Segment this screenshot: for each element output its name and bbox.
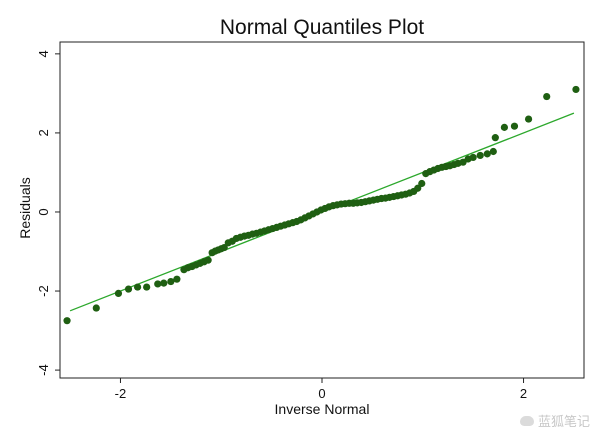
data-point bbox=[510, 122, 519, 130]
data-point bbox=[114, 289, 123, 298]
x-tick-label: 0 bbox=[318, 386, 325, 401]
data-point bbox=[124, 285, 133, 293]
data-points bbox=[63, 85, 580, 325]
data-point bbox=[418, 179, 426, 188]
y-tick-label: -2 bbox=[36, 285, 51, 297]
data-point bbox=[489, 147, 497, 156]
data-point bbox=[173, 275, 181, 283]
y-tick-label: 2 bbox=[36, 129, 51, 136]
data-point bbox=[160, 279, 168, 287]
x-tick-label: -2 bbox=[115, 386, 127, 401]
data-point bbox=[491, 134, 499, 142]
data-point bbox=[143, 283, 151, 291]
data-point bbox=[414, 184, 422, 192]
data-point bbox=[476, 151, 484, 160]
data-point bbox=[63, 317, 71, 325]
data-point bbox=[220, 243, 228, 252]
y-tick-label: 0 bbox=[36, 208, 51, 215]
data-point bbox=[92, 304, 100, 312]
y-tick-label: -4 bbox=[36, 364, 51, 376]
data-point bbox=[483, 150, 491, 158]
data-point bbox=[543, 92, 551, 101]
data-point bbox=[133, 283, 142, 291]
data-point bbox=[500, 123, 508, 131]
data-point bbox=[204, 256, 212, 264]
axes: -2 0 2 -4 -2 0 2 4 bbox=[36, 50, 527, 401]
x-axis-label: Inverse Normal bbox=[275, 401, 370, 417]
data-point bbox=[469, 153, 477, 162]
data-point bbox=[167, 277, 175, 286]
watermark-text: 蓝狐笔记 bbox=[537, 415, 590, 430]
data-point bbox=[524, 115, 533, 123]
chart-title: Normal Quantiles Plot bbox=[220, 16, 424, 39]
x-tick-label: 2 bbox=[520, 386, 527, 401]
chat-bubble-icon bbox=[519, 415, 534, 426]
data-point bbox=[572, 85, 580, 94]
y-axis-label: Residuals bbox=[17, 177, 33, 238]
data-point bbox=[154, 280, 162, 288]
y-tick-label: 4 bbox=[36, 50, 51, 57]
watermark: 蓝狐笔记 bbox=[519, 411, 590, 430]
